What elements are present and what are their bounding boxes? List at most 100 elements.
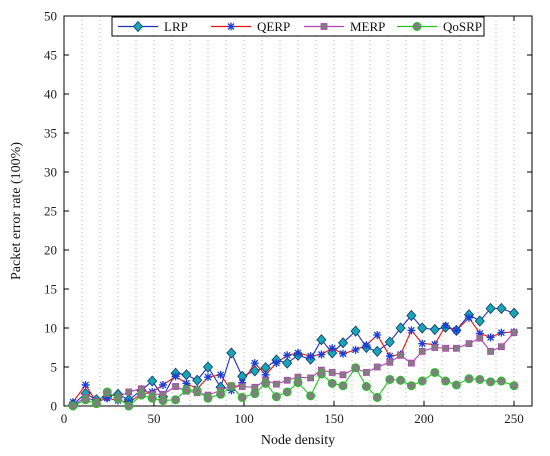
data-point-qosrp — [327, 378, 337, 388]
y-tick-label: 50 — [44, 9, 57, 24]
x-tick-label: 250 — [504, 411, 524, 426]
data-point-lrp — [474, 315, 485, 327]
data-point-merp — [497, 343, 505, 351]
data-point-lrp — [406, 309, 417, 322]
data-point-qosrp — [338, 381, 348, 391]
data-point-qerp — [362, 341, 371, 350]
data-point-qosrp — [261, 378, 271, 388]
series-line-lrp — [72, 307, 515, 405]
data-point-qerp — [103, 394, 112, 403]
y-tick-label: 40 — [44, 87, 57, 102]
data-point-qerp — [407, 326, 416, 335]
data-point-qerp — [328, 344, 337, 353]
legend-box — [111, 16, 485, 37]
legend-label-qerp: QERP — [257, 19, 290, 34]
data-point-lrp — [249, 365, 260, 377]
legend-marker-merp — [320, 23, 328, 30]
y-tick-label: 35 — [44, 126, 57, 141]
data-point-qerp — [182, 379, 191, 388]
data-point-lrp — [384, 336, 395, 348]
series-line-qerp — [72, 317, 515, 403]
x-tick-label: 150 — [324, 411, 344, 426]
y-tick-label: 10 — [44, 321, 57, 336]
data-point-merp — [487, 347, 495, 355]
data-point-merp — [172, 383, 180, 390]
y-tick-label: 0 — [51, 399, 58, 414]
data-point-lrp — [350, 325, 361, 337]
data-point-qosrp — [147, 393, 157, 403]
data-point-lrp — [395, 322, 406, 334]
data-point-qosrp — [441, 376, 451, 386]
data-point-lrp — [496, 302, 507, 315]
data-point-lrp — [337, 337, 349, 349]
data-point-lrp — [316, 334, 327, 346]
data-point-qosrp — [396, 375, 406, 385]
data-point-merp — [328, 369, 336, 376]
data-point-qerp — [81, 380, 90, 389]
plot-frame — [63, 15, 533, 407]
data-point-qerp — [418, 339, 427, 348]
data-point-qosrp — [496, 376, 506, 386]
data-point-merp — [442, 344, 450, 352]
legend-marker-qerp — [227, 22, 235, 31]
data-point-qerp — [171, 372, 180, 381]
data-point-qosrp — [293, 378, 303, 388]
data-point-qosrp — [316, 369, 326, 379]
data-point-qosrp — [509, 381, 519, 391]
legend: LRP QERP MERP QoSRP — [111, 16, 485, 37]
x-tick-label: 50 — [148, 411, 161, 426]
data-point-qosrp — [91, 399, 101, 409]
y-tick-label: 15 — [44, 282, 57, 297]
y-tick-label: 20 — [44, 243, 57, 258]
data-point-qerp — [385, 352, 394, 361]
data-point-merp — [510, 329, 518, 337]
data-point-qerp — [441, 321, 450, 330]
data-point-merp — [125, 388, 133, 396]
data-point-qerp — [159, 380, 167, 389]
data-point-qerp — [283, 351, 292, 360]
data-point-merp — [407, 359, 415, 367]
data-point-qerp — [216, 370, 225, 379]
legend-label-merp: MERP — [350, 19, 385, 34]
data-point-merp — [418, 347, 426, 355]
data-point-qosrp — [192, 386, 202, 396]
data-point-qosrp — [475, 374, 485, 384]
data-point-merp — [431, 344, 439, 351]
data-point-qerp — [238, 378, 247, 387]
x-axis-label: Node density — [261, 433, 335, 448]
data-point-lrp — [485, 302, 496, 315]
data-point-merp — [397, 351, 405, 359]
data-point-qosrp — [361, 382, 371, 391]
data-point-qosrp — [306, 391, 316, 401]
data-point-qosrp — [113, 393, 123, 403]
data-point-merp — [238, 383, 246, 390]
y-axis-label: Packet error rate (100%) — [9, 142, 24, 280]
data-point-qosrp — [451, 380, 461, 390]
data-point-qosrp — [464, 374, 474, 384]
series-line-merp — [72, 332, 515, 406]
y-tick-label: 45 — [44, 48, 57, 63]
data-point-qosrp — [237, 392, 247, 402]
series-line-qosrp — [72, 366, 515, 407]
data-point-lrp — [226, 347, 237, 359]
axis-ticks: 0 50 100 150 200 250 0 5 10 15 20 25 30 35 40 45 50 — [44, 9, 532, 426]
data-point-qosrp — [372, 392, 382, 402]
data-point-merp — [386, 358, 394, 366]
data-point-qosrp — [385, 374, 395, 384]
data-point-qosrp — [68, 401, 78, 411]
data-point-qerp — [204, 373, 212, 382]
data-point-qosrp — [250, 389, 260, 399]
data-point-merp — [465, 340, 473, 348]
series-markers — [67, 302, 520, 411]
data-point-merp — [307, 374, 315, 382]
series-lines — [72, 307, 515, 407]
data-point-merp — [373, 363, 381, 371]
data-point-qosrp — [158, 396, 168, 406]
data-point-qerp — [294, 348, 302, 357]
data-point-merp — [476, 334, 484, 342]
data-point-merp — [362, 369, 370, 376]
data-point-qosrp — [81, 395, 91, 405]
data-point-qerp — [475, 329, 484, 338]
data-point-qosrp — [406, 381, 416, 391]
